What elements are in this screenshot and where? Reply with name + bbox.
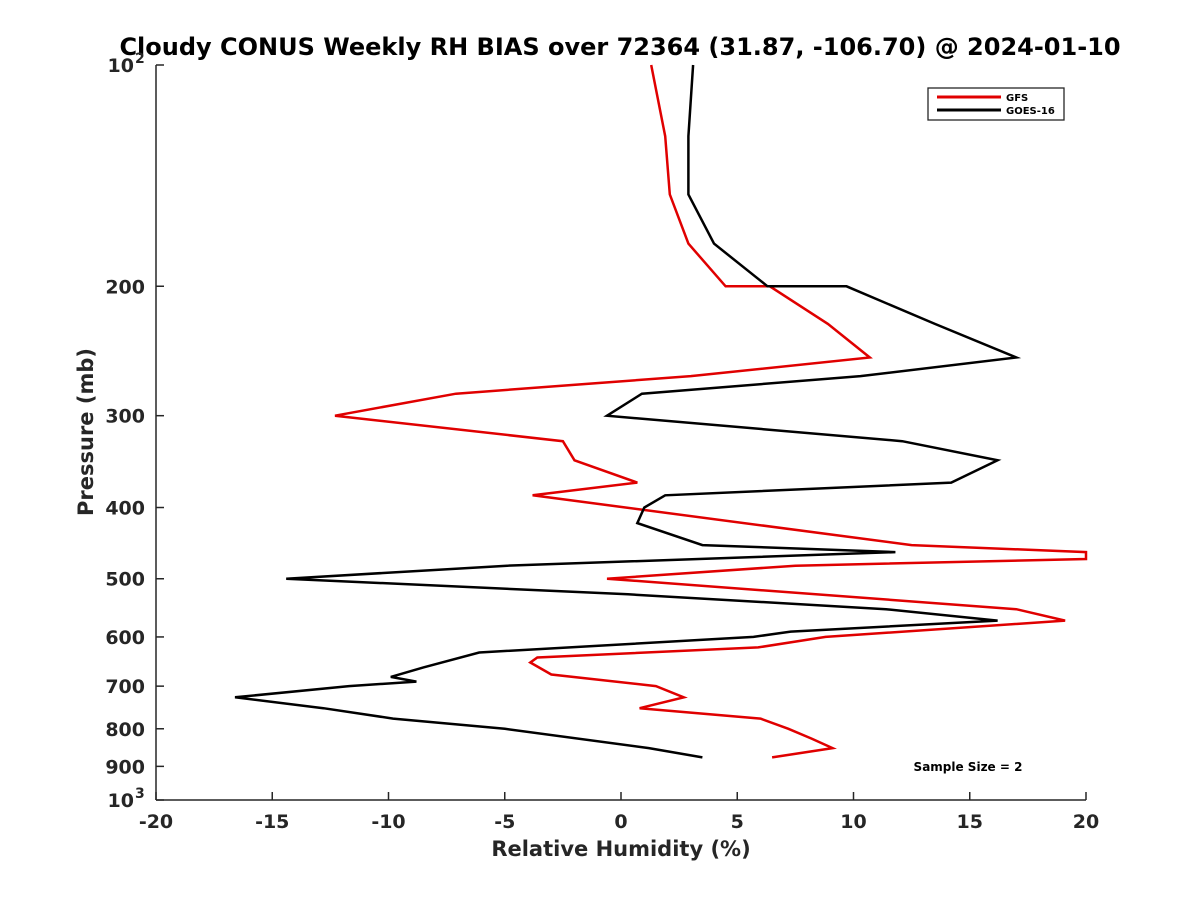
y-tick-label: 400 [105, 498, 145, 520]
x-axis-ticks: -20 -15 -10 -5 0 5 10 15 20 [139, 792, 1099, 833]
y-tick-label: 600 [105, 627, 145, 649]
x-tick-label: -5 [494, 811, 515, 833]
legend-label-goes16: GOES-16 [1006, 106, 1055, 117]
x-tick-label: -10 [371, 811, 405, 833]
chart-title: Cloudy CONUS Weekly RH BIAS over 72364 (… [119, 33, 1120, 61]
series-line-gfs [334, 64, 1088, 759]
x-axis-label: Relative Humidity (%) [491, 837, 750, 861]
y-tick-label: 900 [105, 756, 145, 778]
y-tick-label: 500 [105, 569, 145, 591]
x-tick-label: 10 [840, 811, 866, 833]
legend-label-gfs: GFS [1006, 93, 1028, 104]
y-tick-label-exponent: 3 [135, 786, 145, 802]
x-tick-label: 0 [614, 811, 627, 833]
x-tick-label: -15 [255, 811, 289, 833]
legend-box [927, 87, 1065, 121]
x-tick-label: -20 [139, 811, 173, 833]
x-tick-label: 15 [957, 811, 983, 833]
y-tick-label-base: 10 [108, 790, 134, 812]
y-tick-label-exponent: 2 [135, 51, 145, 67]
series-layer [234, 64, 1088, 759]
y-tick-label-base: 10 [108, 55, 134, 77]
y-tick-label: 300 [105, 406, 145, 428]
sample-size-annotation: Sample Size = 2 [914, 760, 1023, 774]
x-tick-label: 5 [731, 811, 744, 833]
series-line-goes16 [234, 64, 1022, 759]
y-tick-label: 200 [105, 276, 145, 298]
y-axis-label: Pressure (mb) [74, 348, 98, 516]
y-tick-label: 700 [105, 676, 145, 698]
y-tick-label: 800 [105, 719, 145, 741]
legend: GFS GOES-16 [927, 87, 1065, 121]
x-tick-label: 20 [1073, 811, 1099, 833]
